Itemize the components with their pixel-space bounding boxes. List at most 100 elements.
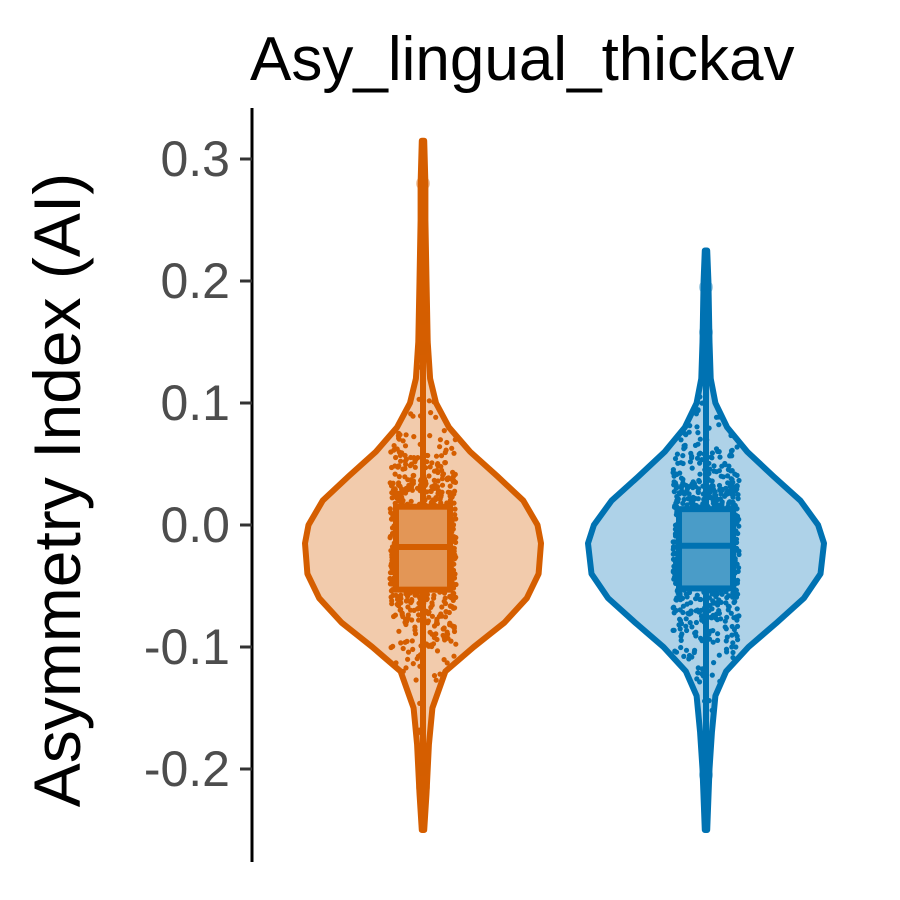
data-point — [736, 548, 742, 554]
data-point — [734, 606, 740, 612]
data-point — [711, 497, 718, 504]
data-point — [439, 482, 446, 488]
data-point — [697, 471, 703, 477]
outlier-point — [416, 341, 430, 356]
data-point — [727, 488, 733, 494]
y-tick-label: -0.2 — [144, 741, 230, 797]
data-point — [680, 480, 686, 486]
y-tick-label: 0.2 — [160, 253, 230, 309]
data-point — [428, 488, 434, 494]
data-point — [684, 502, 690, 508]
data-point — [439, 476, 445, 482]
data-point — [397, 483, 403, 489]
data-point — [433, 414, 439, 420]
data-point — [392, 612, 398, 618]
data-point — [437, 671, 443, 677]
data-point — [728, 610, 734, 616]
data-point — [433, 484, 439, 490]
data-point — [426, 473, 432, 479]
data-point — [733, 644, 739, 650]
data-point — [689, 465, 695, 471]
data-point — [735, 492, 741, 498]
data-point — [715, 631, 721, 637]
data-point — [442, 637, 448, 643]
data-point — [409, 487, 415, 493]
outlier-point — [699, 768, 713, 783]
data-point — [408, 411, 414, 417]
data-point — [695, 665, 701, 671]
data-point — [693, 619, 700, 626]
data-point — [673, 500, 679, 506]
data-point — [434, 648, 441, 654]
data-point — [735, 591, 741, 597]
data-point — [716, 422, 722, 428]
data-point — [716, 482, 723, 489]
data-point — [697, 436, 703, 442]
data-point — [445, 489, 451, 495]
data-point — [694, 424, 700, 430]
data-point — [710, 639, 716, 645]
data-point — [446, 609, 452, 616]
data-point — [411, 434, 417, 440]
data-point — [678, 637, 684, 644]
data-point — [433, 453, 440, 459]
data-point — [426, 398, 432, 404]
data-point — [414, 656, 420, 662]
data-point — [730, 640, 736, 646]
data-point — [687, 620, 693, 626]
data-point — [711, 660, 717, 666]
data-point — [431, 468, 438, 474]
data-point — [677, 616, 683, 622]
data-point — [387, 535, 393, 541]
data-point — [685, 496, 691, 502]
data-point — [396, 435, 402, 441]
data-point — [431, 399, 437, 405]
data-point — [437, 437, 443, 443]
data-point — [390, 643, 396, 650]
outlier-point — [416, 310, 430, 325]
y-tick-label: 0.0 — [160, 497, 230, 553]
data-point — [693, 596, 699, 602]
data-point — [387, 506, 393, 512]
data-point — [684, 627, 690, 634]
data-point — [396, 430, 402, 436]
data-point — [393, 592, 399, 599]
data-point — [725, 607, 731, 613]
data-point — [447, 620, 453, 626]
data-point — [396, 628, 402, 634]
data-point — [696, 486, 702, 492]
outlier-point — [416, 176, 430, 191]
data-point — [453, 539, 459, 546]
data-point — [683, 623, 689, 629]
data-point — [736, 477, 742, 484]
data-point — [709, 455, 715, 461]
data-point — [412, 464, 418, 470]
data-point — [452, 556, 458, 562]
data-point — [452, 506, 458, 512]
data-point — [435, 491, 441, 497]
data-point — [730, 649, 736, 656]
data-point — [391, 443, 397, 449]
data-point — [729, 644, 735, 650]
data-point — [435, 478, 441, 484]
data-point — [397, 452, 403, 458]
data-point — [724, 634, 730, 640]
data-point — [448, 476, 454, 482]
data-point — [400, 668, 406, 675]
data-point — [428, 410, 434, 416]
data-point — [716, 652, 722, 658]
data-point — [678, 633, 684, 639]
data-point — [404, 638, 410, 645]
data-point — [397, 497, 404, 503]
data-point — [444, 660, 450, 666]
data-point — [727, 499, 733, 505]
data-point — [709, 450, 716, 456]
data-point — [671, 604, 677, 610]
data-point — [412, 631, 419, 637]
data-point — [405, 487, 411, 493]
data-point — [697, 450, 703, 456]
data-point — [673, 597, 679, 603]
data-point — [426, 643, 432, 649]
data-point — [439, 604, 445, 610]
